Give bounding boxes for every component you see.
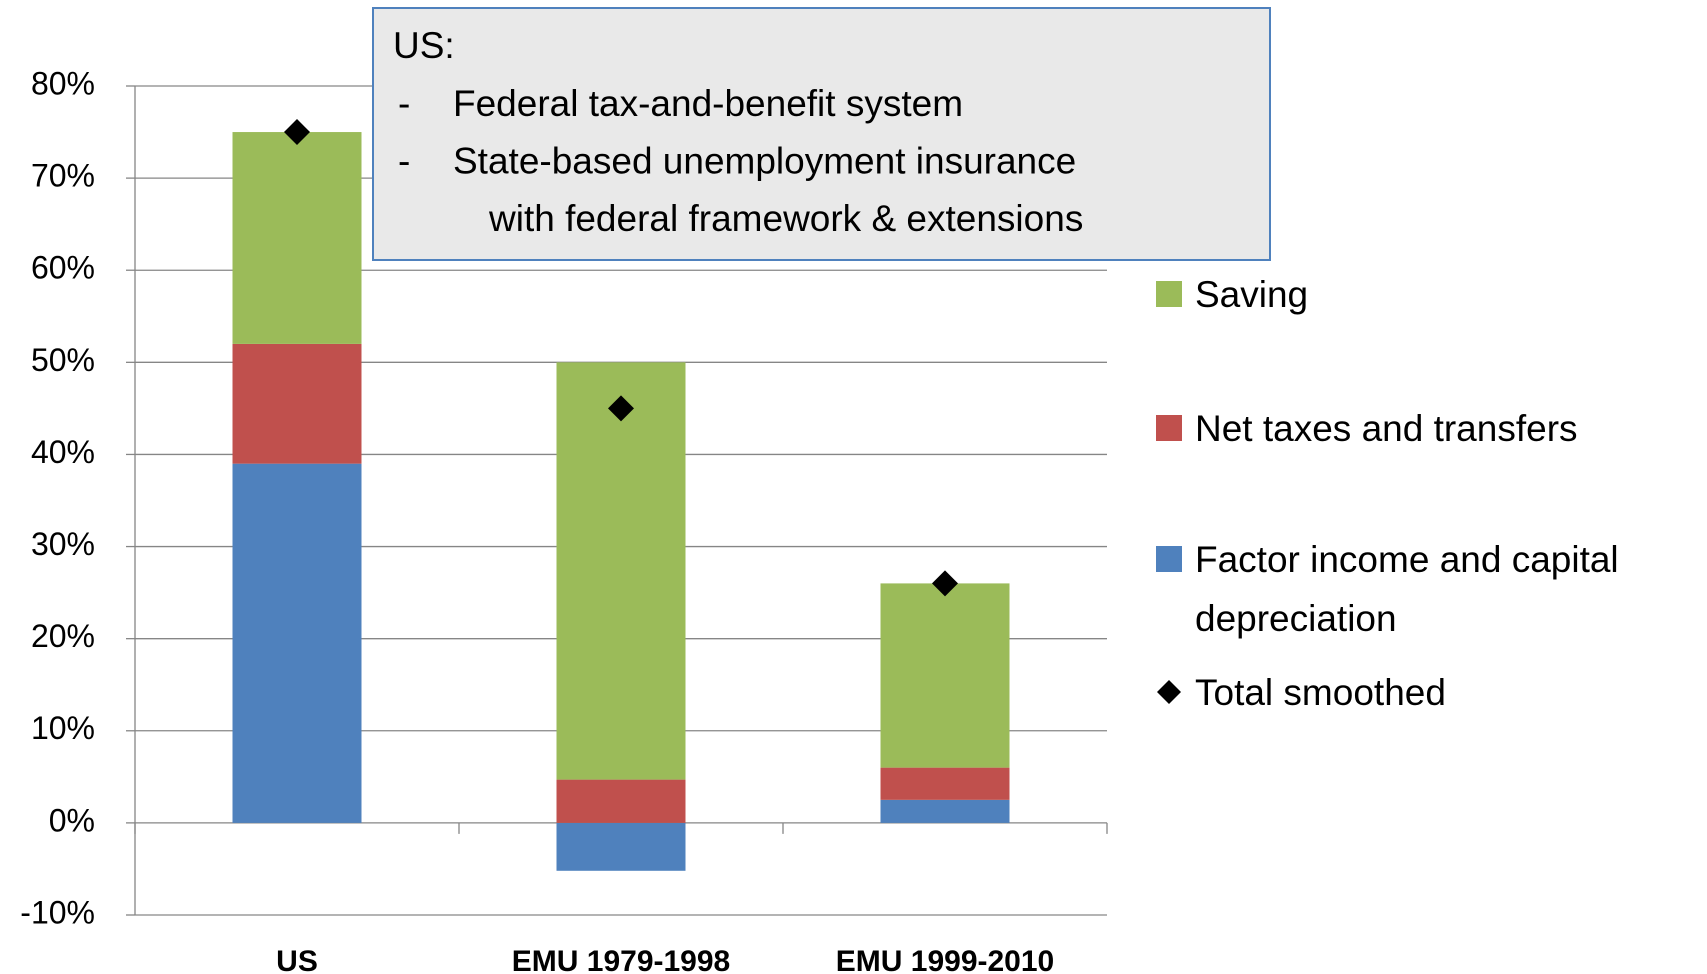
bar-segment (556, 779, 686, 823)
annotation-title: US: (393, 25, 455, 66)
y-tick-label: 0% (49, 802, 95, 838)
bar-segment (556, 822, 686, 871)
y-tick-label: 80% (31, 65, 95, 101)
legend-label: Total smoothed (1195, 672, 1446, 713)
legend-label: Saving (1195, 274, 1309, 315)
legend-label: Factor income and capital depreciation (1195, 539, 1619, 639)
annotation: US: - Federal tax-and-benefit system - State… (372, 7, 1271, 261)
y-tick-label: 30% (31, 526, 95, 562)
total-marker (932, 570, 958, 597)
annotation-line: Federal tax-and-benefit system (453, 83, 963, 124)
legend-item: Total smoothed (1156, 663, 1701, 722)
y-tick-label: 40% (31, 434, 95, 470)
y-tick-label: 70% (31, 158, 95, 194)
legend-swatch (1156, 546, 1182, 572)
annotation-bullet: - (398, 140, 410, 181)
total-marker (284, 119, 310, 146)
total-marker (608, 395, 634, 422)
annotation-line: State-based unemployment insurance (453, 140, 1076, 181)
annotation-box (372, 7, 1271, 261)
annotation-bullet: - (398, 83, 410, 124)
x-tick-label: EMU 1979-1998 (512, 945, 730, 974)
legend-swatch (1156, 415, 1182, 441)
legend-marker (1157, 680, 1181, 704)
y-tick-label: 60% (31, 250, 95, 286)
legend-swatch (1156, 281, 1182, 307)
bar-segment (232, 132, 362, 344)
bar-segment (556, 362, 686, 780)
bar-segment (232, 463, 362, 823)
legend-item: Factor income and capital depreciation (1156, 530, 1701, 648)
bar-segment (880, 799, 1010, 823)
y-tick-label: 20% (31, 618, 95, 654)
x-tick-label: EMU 1999-2010 (836, 945, 1054, 974)
legend-swatch (1157, 680, 1181, 704)
y-tick-label: 10% (31, 710, 95, 746)
bar-segment (232, 343, 362, 464)
y-tick-label: -10% (20, 894, 95, 930)
y-tick-label: 50% (31, 342, 95, 378)
legend-item: Net taxes and transfers (1156, 399, 1701, 458)
legend-label: Net taxes and transfers (1195, 408, 1578, 449)
bar-segment (880, 767, 1010, 800)
legend-item: Saving (1156, 265, 1701, 324)
bar-segment (880, 583, 1010, 768)
annotation-line: with federal framework & extensions (488, 198, 1083, 239)
x-tick-label: US (276, 945, 318, 974)
